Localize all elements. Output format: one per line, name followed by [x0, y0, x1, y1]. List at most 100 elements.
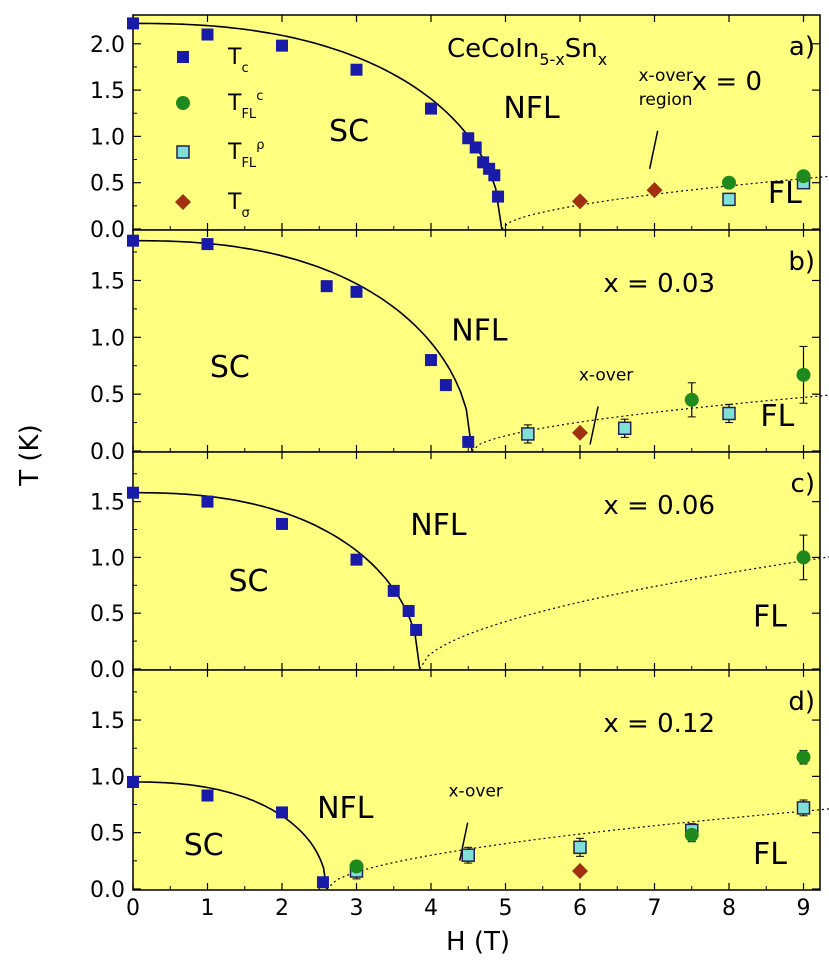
- tsigma-point: [572, 424, 588, 441]
- tsigma-point: [572, 193, 588, 210]
- tc-point: [350, 553, 363, 566]
- tc-point: [201, 238, 214, 251]
- y-tick-label: 0.5: [90, 172, 125, 197]
- tfl-rho-point: [617, 421, 632, 436]
- tc-point: [488, 169, 501, 182]
- panel-c: 0.0 0.5 1.0 1.5 SC NFL FL c) x = 0.06: [90, 451, 829, 683]
- sc-boundary-line: [133, 22, 503, 230]
- tsigma-point: [646, 182, 663, 199]
- legend-sub: FL: [241, 156, 256, 171]
- y-tick-label: 0.5: [90, 602, 125, 627]
- crossover-label: region: [639, 90, 693, 110]
- x-tick-label: 5: [499, 896, 513, 921]
- y-tick-label: 1.5: [90, 709, 125, 734]
- tc-point: [350, 285, 363, 298]
- y-tick-label: 1.5: [90, 79, 125, 104]
- crossover-label: x-over: [448, 782, 502, 802]
- region-label-fl: FL: [753, 600, 787, 635]
- compound-sub2: x: [598, 50, 607, 69]
- y-tick-label: 0.0: [90, 878, 125, 903]
- tc-point: [127, 486, 139, 499]
- fl-boundary-line: [326, 808, 829, 890]
- y-tick-label: 0.0: [90, 440, 125, 465]
- compound-mid: Sn: [565, 34, 598, 64]
- composition-label: x = 0.06: [603, 491, 715, 521]
- tc-point: [201, 28, 214, 41]
- legend-tsigma-marker: [175, 194, 191, 210]
- fl-boundary-line: [419, 556, 829, 670]
- y-axis-label: T (K): [15, 424, 45, 486]
- tfl-rho-point: [722, 406, 736, 421]
- tc-point: [316, 876, 329, 889]
- legend-sub: FL: [241, 107, 256, 122]
- tfl-c-point: [684, 392, 699, 407]
- panel-letter: d): [788, 687, 815, 717]
- panel-background: [132, 451, 821, 671]
- legend-sub: σ: [241, 206, 249, 221]
- fl-boundary-line: [501, 175, 829, 230]
- crossover-tick: [648, 130, 659, 169]
- panel-letter: b): [788, 247, 815, 277]
- tc-point: [350, 63, 363, 76]
- y-tick-label: 1.5: [90, 491, 125, 516]
- region-label-sc: SC: [184, 828, 224, 863]
- tfl-rho-point: [521, 427, 535, 441]
- x-axis-label: H (T): [446, 927, 510, 957]
- tc-point: [127, 17, 139, 30]
- tfl-rho-point: [461, 848, 475, 862]
- legend-sub: c: [241, 61, 248, 76]
- tc-point: [276, 806, 288, 819]
- x-tick-label: 7: [648, 896, 662, 921]
- y-tick-label: 1.5: [90, 269, 125, 294]
- x-tick-label: 8: [722, 896, 736, 921]
- region-label-nfl: NFL: [317, 791, 374, 826]
- region-label-nfl: NFL: [503, 91, 560, 126]
- x-tick-label: 1: [201, 896, 215, 921]
- tfl-c-point: [349, 859, 364, 874]
- tfl-c-point: [684, 827, 699, 842]
- x-tick-label: 0: [126, 896, 140, 921]
- panel-background: [132, 14, 821, 231]
- panel-d: 0.0 0.5 1.0 1.5 0 1 2 3 4 5 6 7 8 9 x-over SC NFL FL d) x =…: [90, 669, 829, 921]
- x-tick-label: 2: [275, 896, 289, 921]
- tfl-c-point: [796, 550, 811, 565]
- tc-point: [201, 495, 214, 508]
- tc-point: [276, 517, 288, 530]
- composition-label: x = 0.12: [603, 709, 715, 739]
- region-label-nfl: NFL: [451, 314, 508, 349]
- tsigma-point: [572, 862, 588, 879]
- x-tick-label: 4: [424, 896, 438, 921]
- panel-background: [132, 669, 821, 891]
- legend-tfl-c-marker: [176, 96, 190, 110]
- crossover-tick: [458, 822, 469, 861]
- tc-point: [127, 776, 139, 788]
- panel-letter: c): [791, 469, 815, 499]
- y-tick-label: 0.0: [90, 658, 125, 683]
- panel-background: [132, 229, 821, 453]
- tfl-rho-point: [722, 192, 736, 207]
- tfl-rho-point: [796, 801, 811, 815]
- y-tick-label: 1.0: [90, 326, 125, 351]
- x-tick-label: 9: [797, 896, 811, 921]
- tc-point: [492, 190, 505, 203]
- y-tick-label: 0.0: [90, 218, 125, 243]
- tc-point: [201, 789, 214, 802]
- sc-boundary-line: [133, 781, 328, 890]
- compound-sub1: 5-x: [539, 50, 564, 69]
- legend-tfl-rho-marker: [176, 145, 190, 159]
- sc-boundary-line: [133, 239, 473, 452]
- y-tick-label: 2.0: [90, 33, 125, 58]
- tc-point: [462, 132, 475, 145]
- legend-tc-marker: [177, 51, 189, 63]
- crossover-tick: [589, 406, 599, 445]
- y-tick-label: 1.0: [90, 765, 125, 790]
- tc-point: [469, 141, 482, 154]
- crossover-label: x-over: [579, 366, 633, 386]
- y-tick-label: 0.5: [90, 822, 125, 847]
- tc-point: [387, 584, 400, 597]
- panel-letter: a): [789, 32, 815, 62]
- tc-point: [425, 354, 437, 367]
